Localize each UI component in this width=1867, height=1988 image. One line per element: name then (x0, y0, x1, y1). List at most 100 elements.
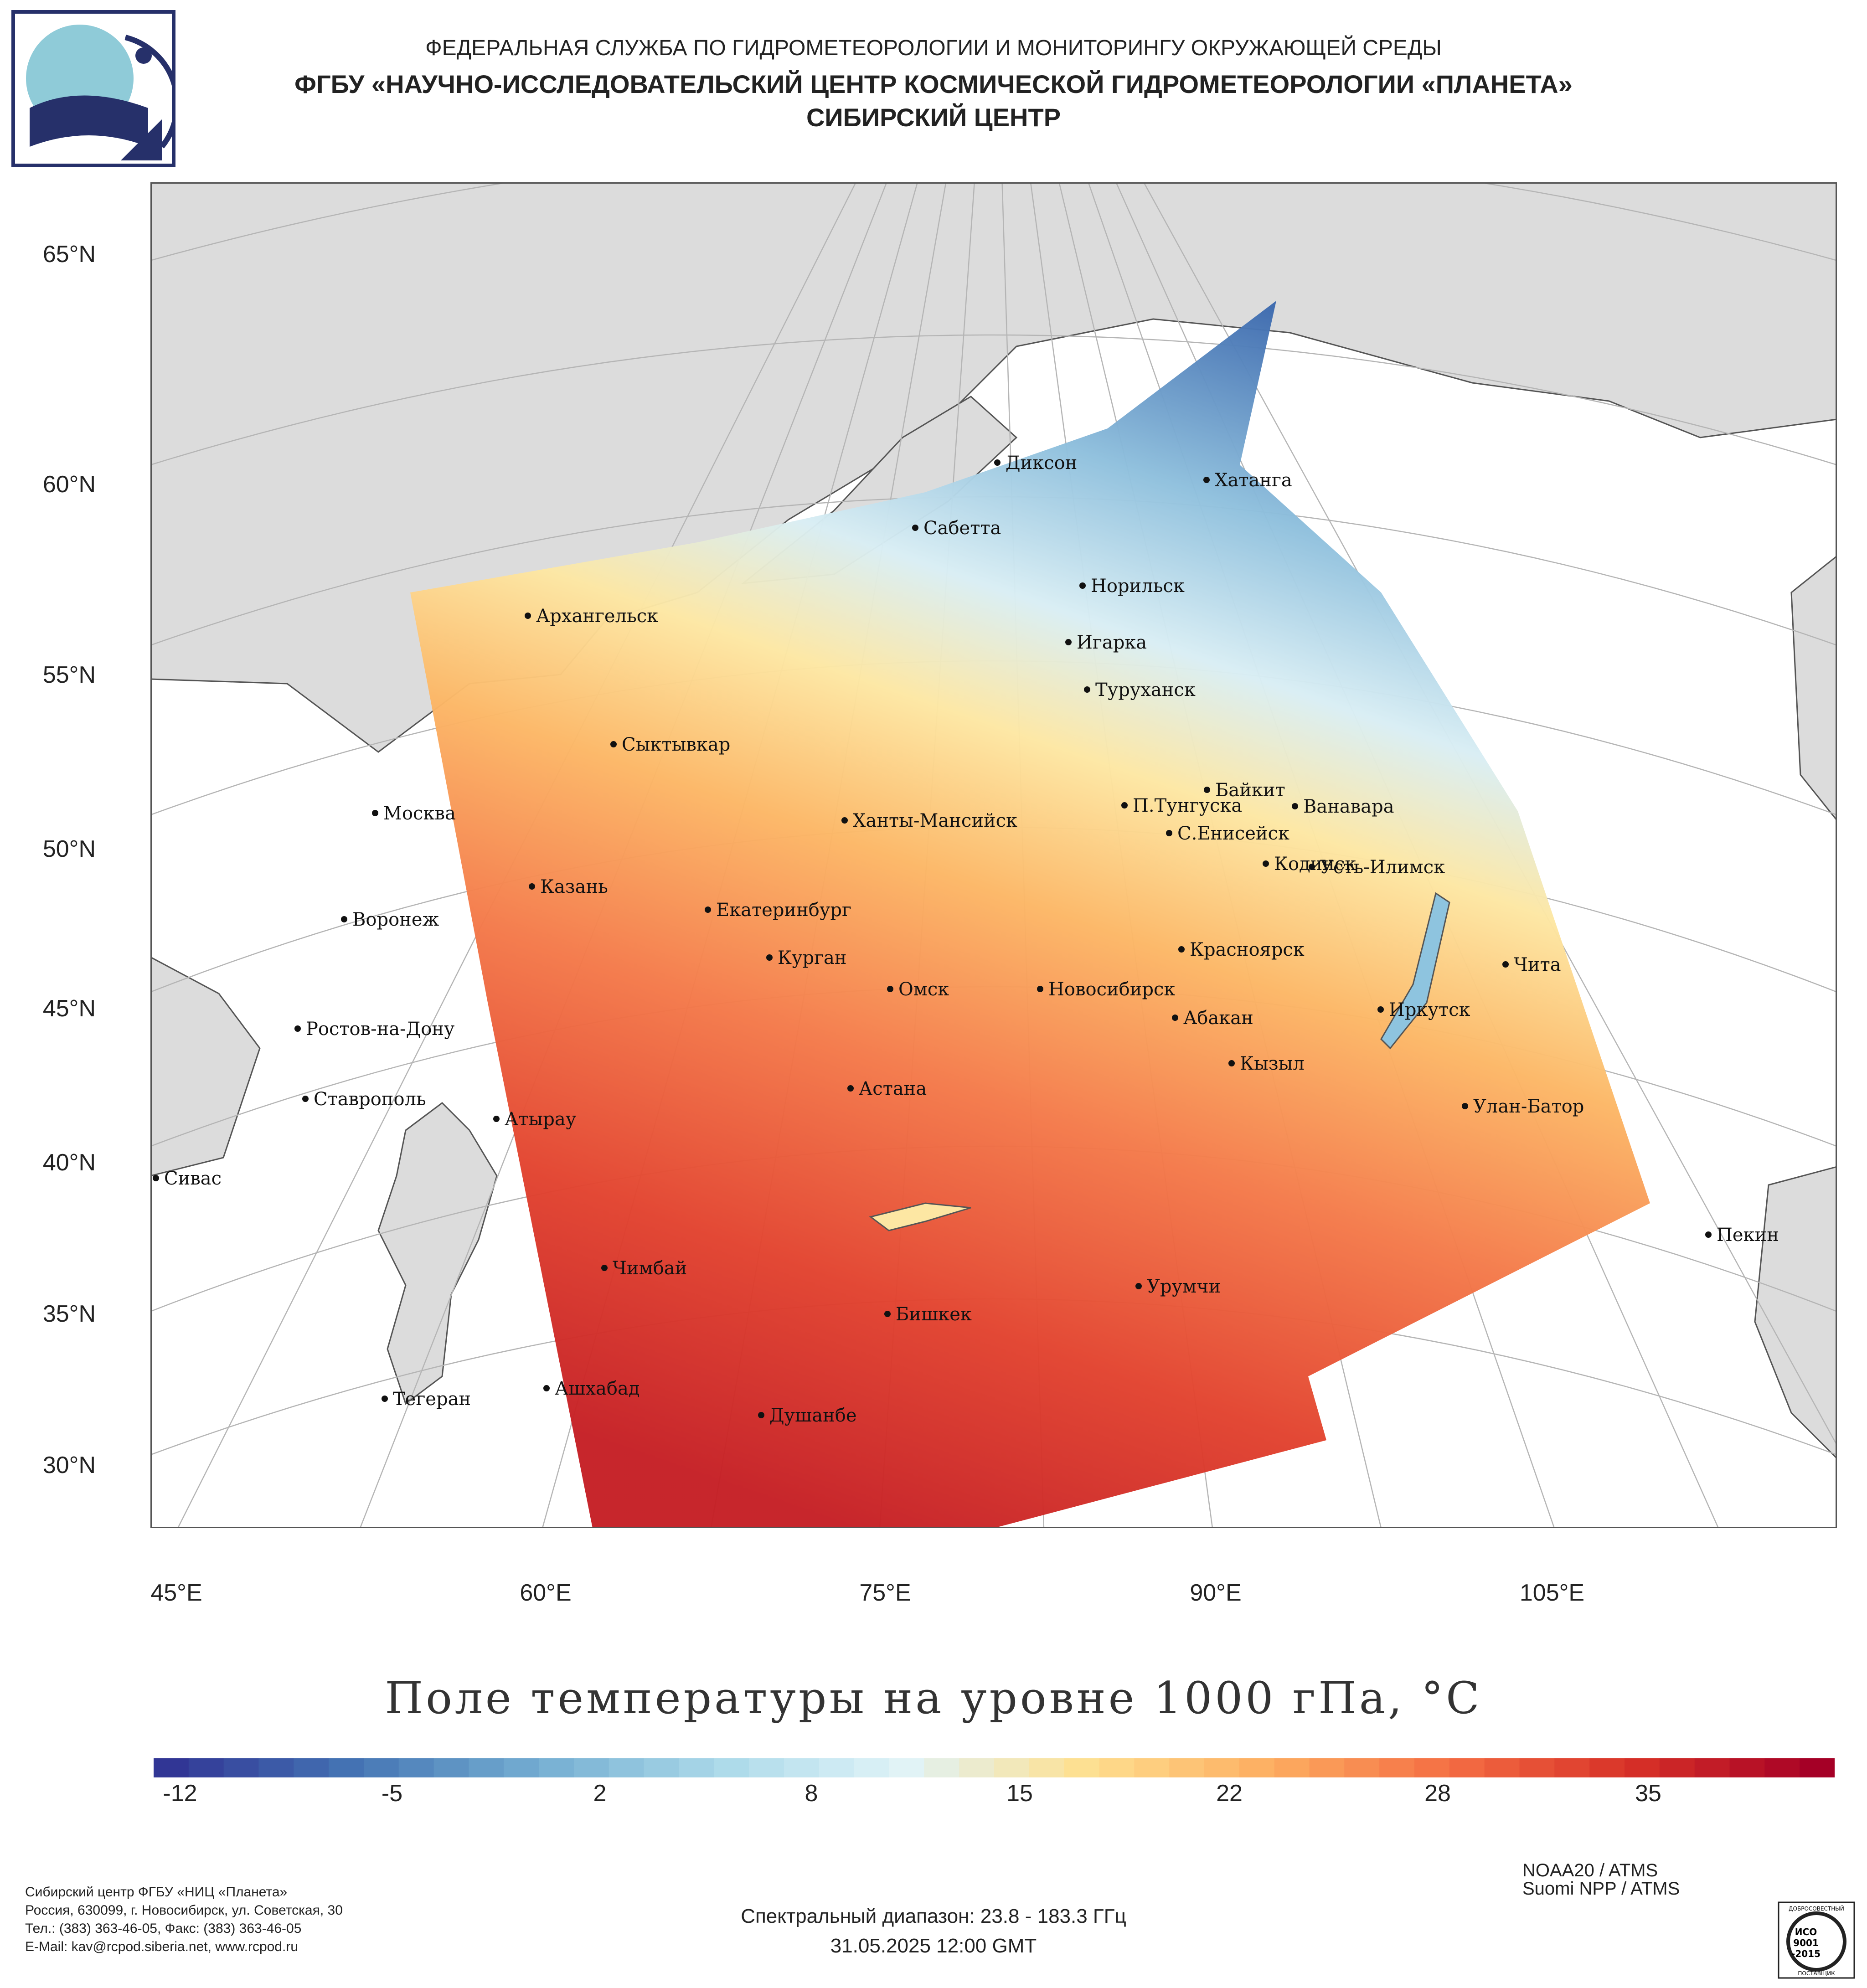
city-label: Игарка (1077, 632, 1147, 653)
city-dot (1037, 986, 1043, 992)
city-label: С.Енисейск (1177, 823, 1289, 844)
city-label: Ванавара (1303, 796, 1394, 817)
colorbar-tick: 8 (805, 1780, 818, 1807)
city-dot (372, 810, 378, 816)
city-dot (610, 741, 617, 747)
city-markers: Диксон Хатанга Сабетта Норильск Архангельск И… (153, 453, 1779, 1426)
black-sea (150, 956, 261, 1177)
colorbar-segment (1519, 1758, 1555, 1777)
city-label: Байкит (1215, 780, 1285, 801)
city-dot (543, 1385, 550, 1391)
colorbar-segment (364, 1758, 399, 1777)
city-dot (912, 525, 918, 531)
city-dot (1204, 787, 1210, 793)
city-label: Ханты-Мансийск (853, 810, 1017, 831)
lake-baikal (1380, 892, 1450, 1050)
header-institute: ФГБУ «НАУЧНО-ИССЛЕДОВАТЕЛЬСКИЙ ЦЕНТР КОС… (294, 70, 1573, 98)
city-label: Кодинск (1274, 854, 1356, 875)
city-dot (1172, 1015, 1178, 1021)
footer-org-line: E-Mail: kav@rcpod.siberia.net, www.rcpod… (25, 1939, 299, 1954)
cert-text: -2015 (1791, 1948, 1821, 1959)
colorbar-segment (1414, 1758, 1450, 1777)
city-label: Ставрополь (314, 1089, 426, 1110)
colorbar-segment (1484, 1758, 1520, 1777)
city-label: Тегеран (393, 1389, 471, 1410)
city-dot (341, 916, 347, 922)
colorbar-segment (784, 1758, 820, 1777)
colorbar-segment (889, 1758, 925, 1777)
colorbar-tick: 15 (1006, 1780, 1033, 1807)
city-dot (1084, 686, 1090, 693)
colorbar-segment (819, 1758, 855, 1777)
city-label: Чимбай (613, 1258, 687, 1279)
observation-datetime: 31.05.2025 12:00 GMT (830, 1935, 1037, 1957)
colorbar-segment (679, 1758, 715, 1777)
city-label: Абакан (1183, 1008, 1253, 1029)
colorbar-segment (1134, 1758, 1170, 1777)
temperature-map: Диксон Хатанга Сабетта Норильск Архангельск И… (150, 182, 1837, 1528)
city-dot (294, 1025, 301, 1032)
lon-label-60: 60°E (520, 1580, 572, 1606)
city-dot (994, 459, 1001, 466)
colorbar-segment (469, 1758, 505, 1777)
temperature-swath (410, 301, 1650, 1528)
cert-text: ИСО (1795, 1926, 1817, 1937)
colorbar-segment (1659, 1758, 1695, 1777)
city-dot (841, 817, 848, 824)
footer-org-info: Сибирский центр ФГБУ «НИЦ «Планета» Росс… (25, 1883, 343, 1956)
city-label: Архангельск (536, 606, 658, 627)
city-dot (302, 1096, 309, 1102)
city-label: Красноярск (1190, 939, 1305, 960)
footer-org-line: Тел.: (383) 363-46-05, Факс: (383) 363-4… (25, 1921, 302, 1936)
colorbar-segment (1625, 1758, 1660, 1777)
planeta-logo (11, 10, 175, 167)
city-label: Екатеринбург (716, 900, 851, 921)
colorbar-segment (154, 1758, 189, 1777)
colorbar-segment (539, 1758, 574, 1777)
city-label: Хатанга (1215, 470, 1292, 491)
colorbar-segment (1589, 1758, 1625, 1777)
cert-text: 9001 (1793, 1937, 1819, 1948)
city-label: Туруханск (1095, 680, 1196, 700)
city-dot (1121, 802, 1128, 809)
colorbar-segment (1204, 1758, 1240, 1777)
city-dot (529, 883, 535, 890)
city-dot (1292, 803, 1298, 809)
lake-balkhash (869, 1202, 971, 1231)
colorbar-segment (1344, 1758, 1380, 1777)
colorbar-segment (1449, 1758, 1485, 1777)
city-label: Омск (898, 979, 949, 1000)
lat-label-55: 55°N (42, 662, 96, 688)
lon-label-105: 105°E (1519, 1580, 1585, 1606)
colorbar-segment (1800, 1758, 1835, 1777)
city-dot (847, 1085, 854, 1092)
city-label: Кызыл (1240, 1053, 1305, 1074)
city-label: Урумчи (1147, 1276, 1221, 1297)
city-label: Иркутск (1389, 999, 1470, 1020)
city-dot (1228, 1060, 1235, 1066)
iso-certificate-badge: ДОБРОСОВЕСТНЫЙ ИСО 9001 -2015 ПОСТАВЩИК (1778, 1901, 1855, 1979)
caspian-sea (377, 1102, 498, 1405)
city-dot (1166, 830, 1172, 836)
city-dot (382, 1396, 388, 1402)
sea-of-japan (1790, 555, 1837, 822)
city-dot (153, 1175, 159, 1181)
city-dot (758, 1412, 764, 1418)
colorbar-segment (329, 1758, 364, 1777)
satellite-1: NOAA20 / ATMS (1522, 1860, 1658, 1880)
city-label: Диксон (1006, 453, 1077, 474)
colorbar-segment (188, 1758, 224, 1777)
city-label: Чита (1514, 954, 1561, 975)
spectral-range: Спектральный диапазон: 23.8 - 183.3 ГГц (741, 1905, 1126, 1927)
lon-label-45: 45°E (150, 1580, 202, 1606)
city-dot (1135, 1283, 1142, 1289)
city-label: Казань (540, 876, 608, 897)
colorbar-tick: 2 (593, 1780, 607, 1807)
colorbar-segment (433, 1758, 469, 1777)
city-label: Душанбе (769, 1405, 857, 1426)
city-label: Норильск (1091, 576, 1185, 597)
city-label: Ашхабад (555, 1378, 640, 1399)
colorbar-segment (574, 1758, 609, 1777)
city-dot (1178, 946, 1185, 953)
lon-label-75: 75°E (859, 1580, 911, 1606)
